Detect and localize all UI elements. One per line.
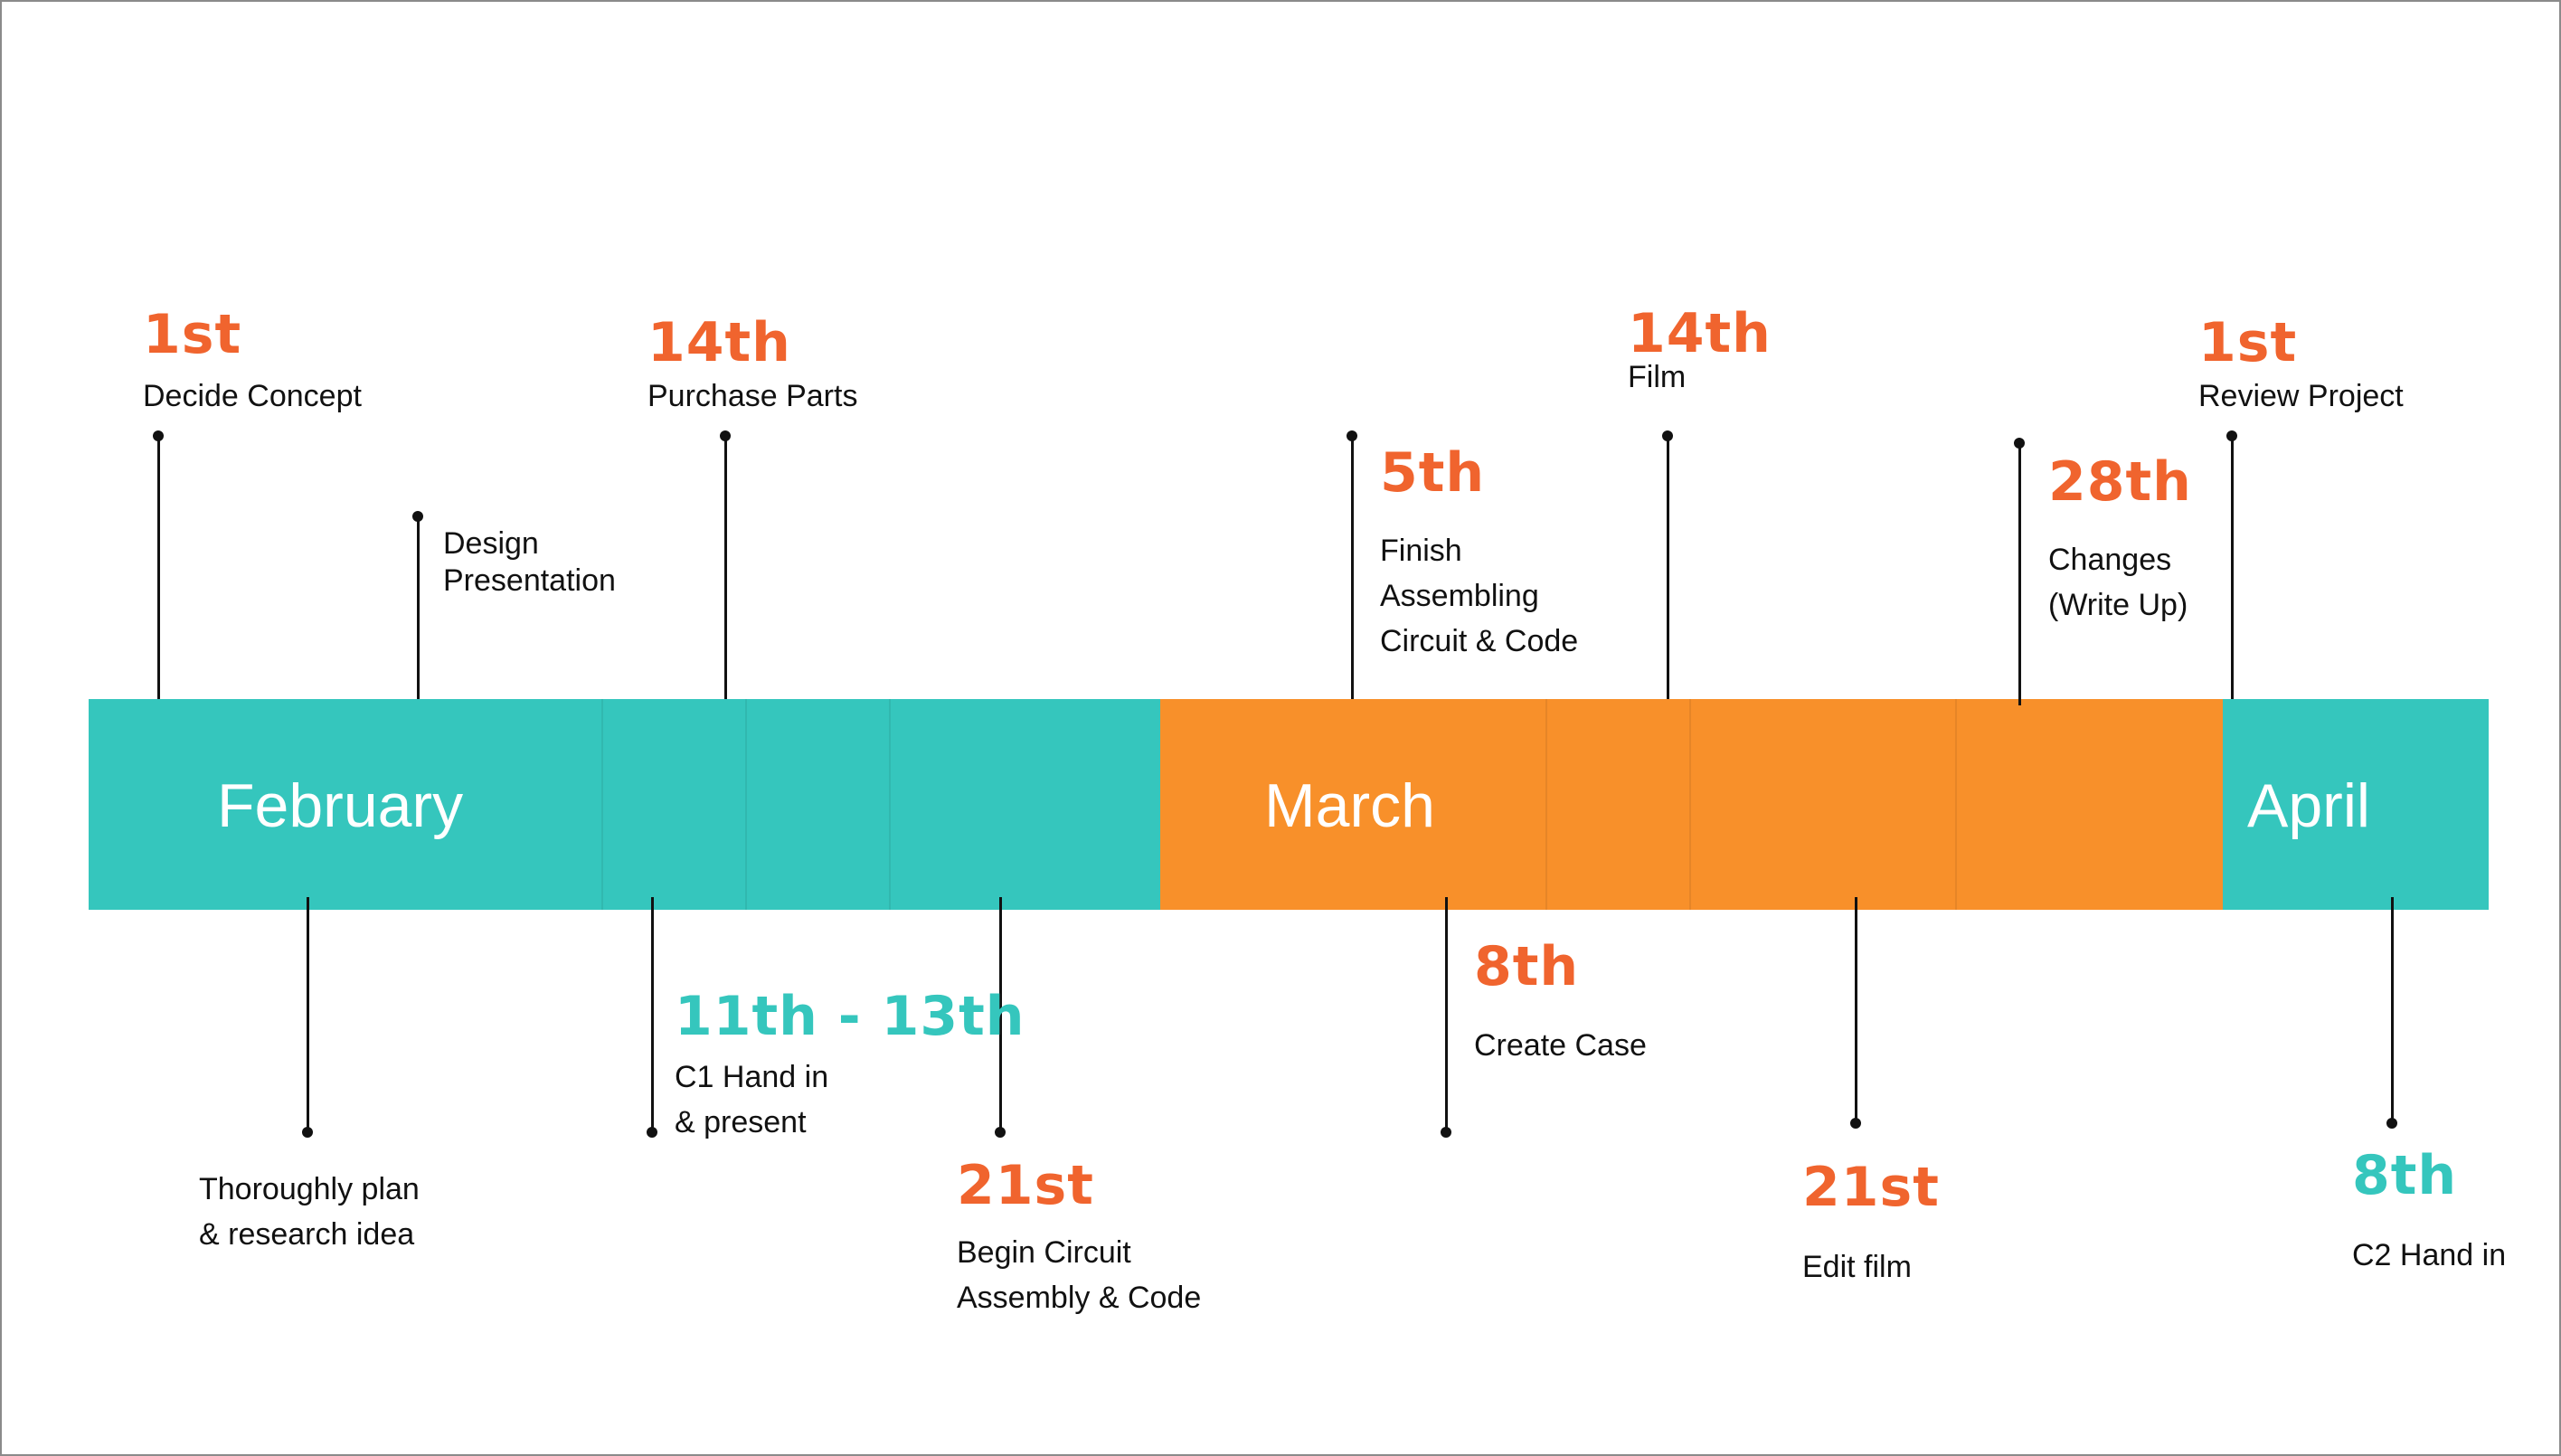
event-label-assembling: Assembling [1380,579,1539,613]
event-date-mar-14th: 14th [1628,302,1772,365]
connector-line [1351,436,1354,699]
event-label-review-project: Review Project [2198,379,2404,413]
event-date-apr-1st: 1st [2198,311,2298,374]
month-bar-march [1160,699,2223,910]
event-date-mar-5th: 5th [1380,441,1486,505]
week-divider [601,699,603,910]
event-label-decide-concept: Decide Concept [143,379,362,413]
event-label-present: & present [675,1105,807,1139]
connector-line [417,516,420,699]
connector-line [724,436,727,699]
event-label-begin-circuit: Begin Circuit [957,1235,1131,1270]
connector-dot [995,1127,1006,1138]
connector-line [651,897,654,1132]
connector-dot [153,430,164,441]
event-label-finish: Finish [1380,534,1462,568]
event-date-mar-28th: 28th [2048,450,2192,514]
connector-line [307,897,309,1132]
connector-dot [2014,438,2025,449]
event-label-c2-hand-in: C2 Hand in [2352,1238,2507,1272]
connector-dot [2226,430,2237,441]
event-label-thoroughly-plan: Thoroughly plan [199,1172,420,1206]
connector-dot [412,511,423,522]
event-label-design: Design [443,526,539,561]
week-divider [745,699,747,910]
connector-dot [2386,1118,2397,1129]
connector-line [1667,436,1669,699]
event-label-c1-hand-in: C1 Hand in [675,1060,829,1094]
event-label-create-case: Create Case [1474,1028,1647,1063]
event-label-film: Film [1628,360,1687,394]
connector-line [999,897,1002,1132]
connector-dot [720,430,731,441]
connector-line [1445,897,1448,1132]
connector-dot [647,1127,657,1138]
connector-line [157,436,160,699]
month-label-february: February [217,771,464,840]
event-date-feb-11th-13th: 11th - 13th [675,985,1025,1048]
event-date-apr-8th: 8th [2352,1144,2458,1207]
week-divider [1545,699,1547,910]
event-label-purchase-parts: Purchase Parts [647,379,858,413]
connector-line [2231,436,2234,699]
event-label-write-up: (Write Up) [2048,588,2188,622]
event-label-edit-film: Edit film [1802,1250,1912,1284]
event-label-presentation: Presentation [443,563,616,598]
week-divider [1955,699,1957,910]
event-date-mar-21st: 21st [1802,1156,1940,1219]
connector-line [1855,897,1857,1123]
week-divider [889,699,891,910]
connector-dot [1347,430,1357,441]
event-date-feb-14th: 14th [647,311,791,374]
connector-line [2018,443,2021,705]
connector-dot [1850,1118,1861,1129]
connector-dot [1441,1127,1451,1138]
month-label-april: April [2247,771,2371,840]
month-label-march: March [1264,771,1435,840]
event-label-circuit-code: Circuit & Code [1380,624,1579,658]
event-label-changes: Changes [2048,543,2172,577]
month-bar-april [2223,699,2489,910]
connector-line [2391,897,2394,1123]
event-label-research-idea: & research idea [199,1217,415,1252]
event-date-feb-21st: 21st [957,1154,1094,1217]
event-date-feb-1st: 1st [143,303,242,366]
event-date-mar-8th: 8th [1474,935,1580,998]
week-divider [1689,699,1691,910]
month-bar-february [89,699,1160,910]
connector-dot [1662,430,1673,441]
event-label-assembly-code: Assembly & Code [957,1281,1202,1315]
connector-dot [302,1127,313,1138]
